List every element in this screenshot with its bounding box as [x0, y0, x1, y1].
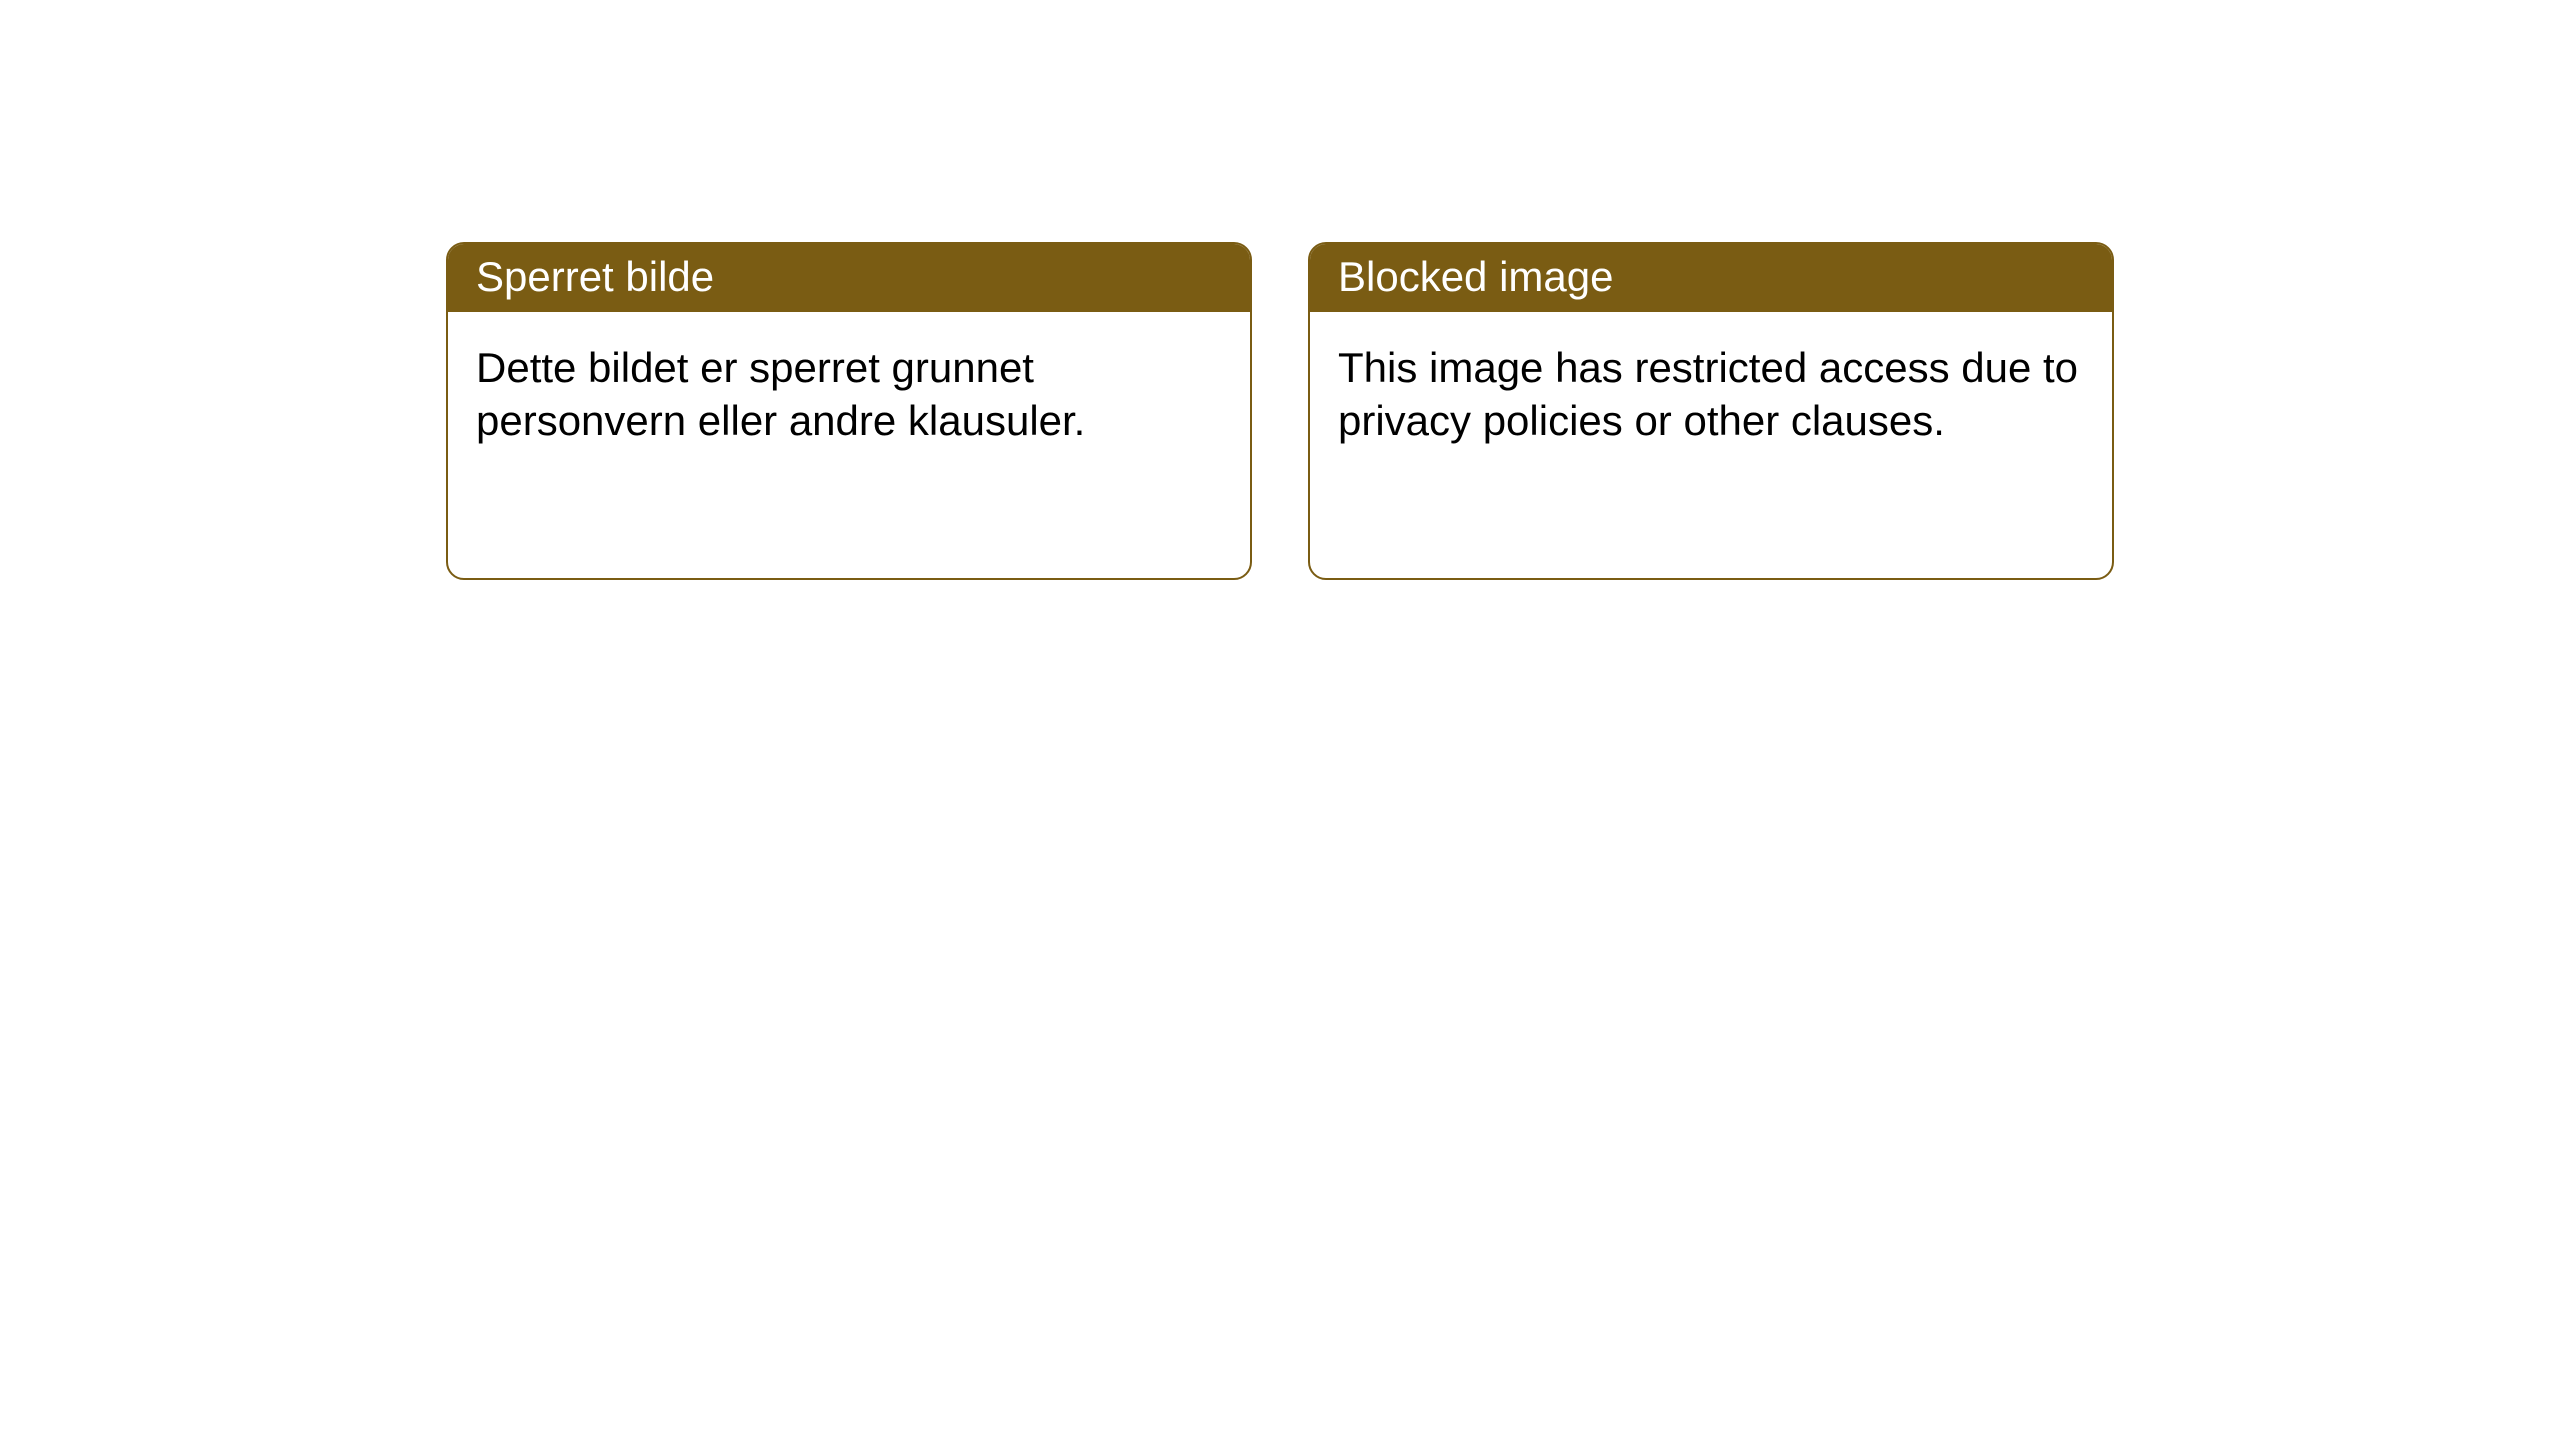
notice-body: This image has restricted access due to …	[1310, 312, 2112, 477]
notice-title: Sperret bilde	[448, 244, 1250, 312]
notice-card-english: Blocked image This image has restricted …	[1308, 242, 2114, 580]
notice-body: Dette bildet er sperret grunnet personve…	[448, 312, 1250, 477]
notice-card-norwegian: Sperret bilde Dette bildet er sperret gr…	[446, 242, 1252, 580]
notice-container: Sperret bilde Dette bildet er sperret gr…	[0, 0, 2560, 580]
notice-title: Blocked image	[1310, 244, 2112, 312]
